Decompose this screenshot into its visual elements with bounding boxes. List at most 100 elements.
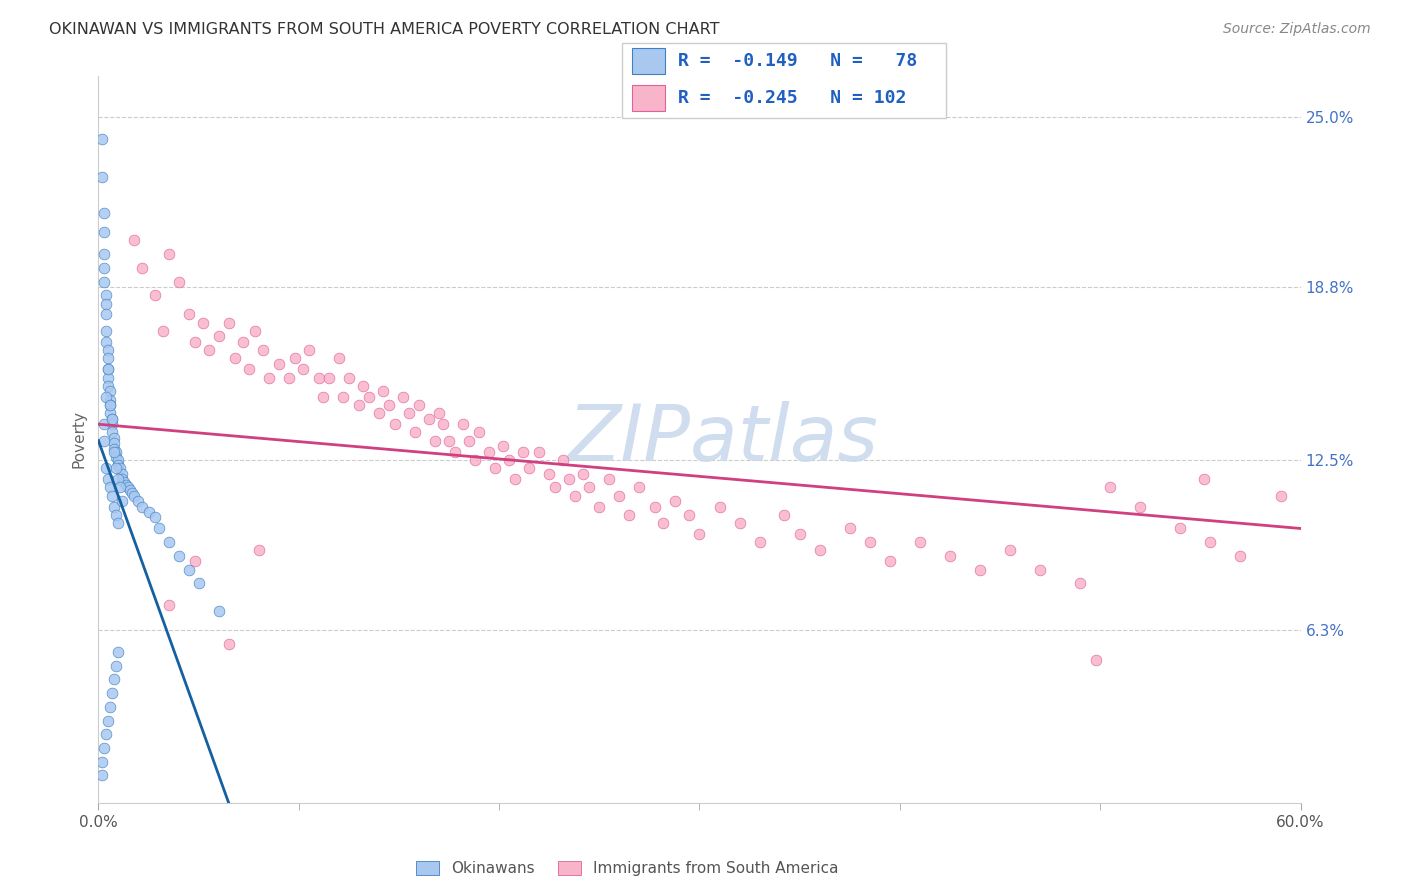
Point (238, 362, 260, 376)
Point (619, 508, 641, 522)
Point (332, 390, 354, 404)
Point (208, 329, 231, 343)
Point (91, 170, 114, 185)
Point (105, 508, 128, 522)
Point (1170, 521, 1192, 535)
Point (284, 351, 307, 366)
Point (128, 494, 150, 508)
Point (100, 699, 122, 714)
Point (371, 384, 394, 399)
Point (131, 260, 153, 275)
Point (101, 417, 124, 432)
Point (328, 351, 350, 366)
Bar (631, 85, 665, 111)
Point (252, 343, 274, 358)
Point (100, 392, 122, 407)
Point (105, 658, 128, 673)
Point (103, 444, 125, 458)
Point (478, 444, 501, 458)
Point (183, 554, 205, 568)
Point (103, 442, 125, 456)
Point (464, 453, 486, 467)
Point (105, 461, 128, 475)
Bar (631, 48, 665, 74)
Point (93, 260, 115, 275)
Point (157, 599, 180, 613)
Point (96, 727, 118, 741)
Point (427, 406, 450, 420)
Point (97, 379, 120, 393)
Point (709, 500, 731, 514)
Point (423, 434, 446, 448)
Point (103, 500, 125, 514)
Point (97, 370, 120, 384)
Point (157, 535, 180, 549)
Point (100, 398, 122, 412)
Point (318, 370, 340, 384)
Point (553, 453, 575, 467)
Point (148, 521, 170, 535)
Point (969, 563, 991, 577)
Point (357, 390, 380, 404)
Point (337, 370, 360, 384)
Point (398, 406, 420, 420)
Point (100, 406, 122, 420)
Point (267, 357, 290, 371)
Point (121, 485, 143, 500)
Point (177, 563, 200, 577)
Point (183, 334, 205, 349)
Point (105, 444, 128, 458)
Point (728, 516, 751, 530)
Point (96, 334, 118, 349)
Point (232, 334, 254, 349)
Point (96, 296, 118, 310)
Point (298, 343, 321, 358)
Point (100, 398, 122, 412)
Point (96, 324, 118, 338)
Point (1099, 480, 1122, 494)
Point (628, 480, 651, 494)
Point (218, 316, 240, 330)
Point (91, 132, 114, 146)
Point (96, 461, 118, 475)
Point (124, 234, 146, 248)
Point (107, 516, 129, 530)
Point (208, 604, 231, 618)
Point (243, 324, 266, 338)
Point (115, 477, 138, 491)
Point (111, 472, 134, 486)
Point (859, 535, 882, 549)
Point (939, 549, 962, 563)
Point (1270, 489, 1292, 503)
Point (107, 645, 129, 659)
Point (748, 535, 770, 549)
Point (838, 521, 860, 535)
Point (103, 431, 125, 445)
Point (291, 362, 314, 376)
Point (167, 549, 190, 563)
Point (437, 434, 460, 448)
Point (644, 500, 666, 514)
Point (107, 458, 129, 473)
Point (404, 425, 426, 440)
Text: R =  -0.149   N =   78: R = -0.149 N = 78 (678, 52, 917, 70)
Point (93, 275, 115, 289)
Point (529, 444, 551, 458)
Point (517, 461, 540, 475)
Point (609, 489, 631, 503)
Point (678, 508, 700, 522)
Point (120, 483, 142, 497)
Point (498, 453, 520, 467)
Point (111, 494, 134, 508)
Point (167, 275, 190, 289)
Point (110, 461, 132, 475)
Point (564, 489, 586, 503)
Point (91, 768, 114, 782)
Point (97, 351, 120, 366)
Point (157, 247, 180, 261)
Point (97, 472, 120, 486)
Point (384, 417, 406, 432)
Point (408, 398, 430, 412)
Text: R =  -0.245   N = 102: R = -0.245 N = 102 (678, 89, 907, 107)
Point (544, 480, 567, 494)
